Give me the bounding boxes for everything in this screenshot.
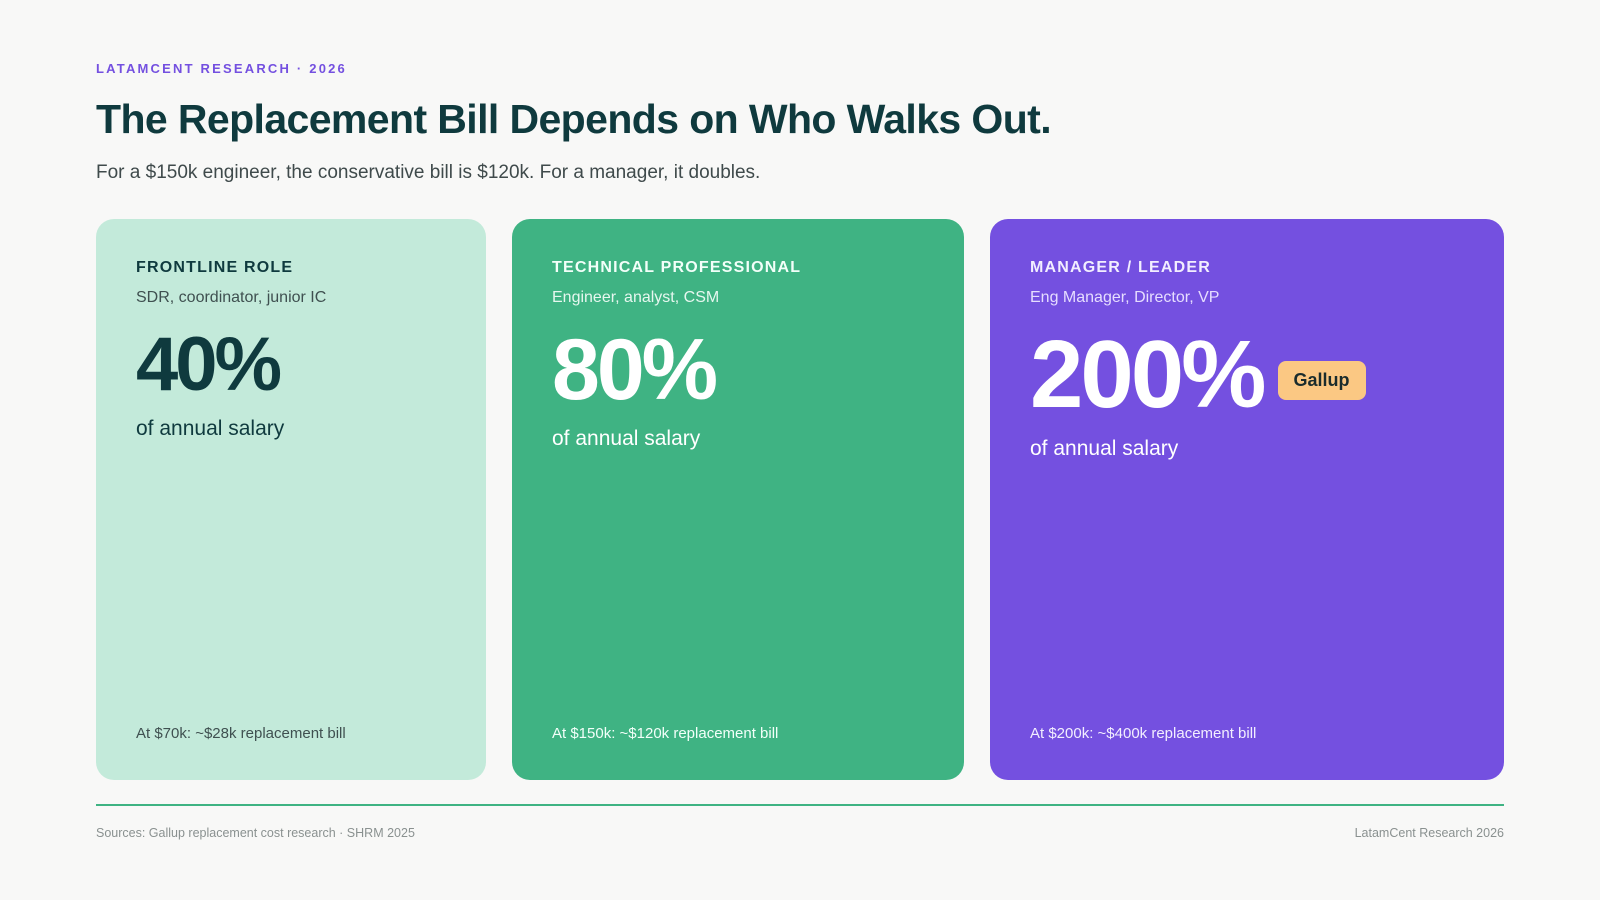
eyebrow-label: LATAMCENT RESEARCH · 2026: [96, 61, 347, 76]
stat-unit: of annual salary: [1030, 437, 1179, 460]
card-manager-leader: MANAGER / LEADER Eng Manager, Director, …: [990, 219, 1504, 780]
source-badge: Gallup: [1277, 360, 1366, 400]
page-subtitle: For a $150k engineer, the conservative b…: [96, 162, 761, 183]
card-roles: Eng Manager, Director, VP: [1030, 289, 1220, 306]
stat-unit: of annual salary: [136, 417, 285, 440]
stat-value: 40%: [136, 322, 282, 407]
footer-divider: [96, 804, 1504, 806]
footer-sources: Sources: Gallup replacement cost researc…: [96, 826, 415, 840]
stat-unit: of annual salary: [552, 427, 701, 450]
card-footnote: At $200k: ~$400k replacement bill: [1030, 725, 1257, 742]
card-title: MANAGER / LEADER: [1030, 259, 1211, 276]
card-roles: Engineer, analyst, CSM: [552, 289, 720, 306]
card-footnote: At $150k: ~$120k replacement bill: [552, 725, 779, 742]
card-footnote: At $70k: ~$28k replacement bill: [136, 725, 346, 742]
page-title: The Replacement Bill Depends on Who Walk…: [96, 96, 1052, 142]
stat-row: 80%: [552, 327, 924, 413]
stat-row: 40%: [136, 327, 446, 403]
card-title: TECHNICAL PROFESSIONAL: [552, 259, 802, 276]
card-technical-professional: TECHNICAL PROFESSIONAL Engineer, analyst…: [512, 219, 964, 780]
card-roles: SDR, coordinator, junior IC: [136, 289, 327, 306]
stat-row: 200% Gallup: [1030, 327, 1464, 423]
stat-value: 200%: [1030, 321, 1267, 428]
card-frontline-role: FRONTLINE ROLE SDR, coordinator, junior …: [96, 219, 486, 780]
footer-brand: LatamCent Research 2026: [1354, 826, 1504, 840]
stat-value: 80%: [552, 322, 718, 418]
card-title: FRONTLINE ROLE: [136, 259, 294, 276]
